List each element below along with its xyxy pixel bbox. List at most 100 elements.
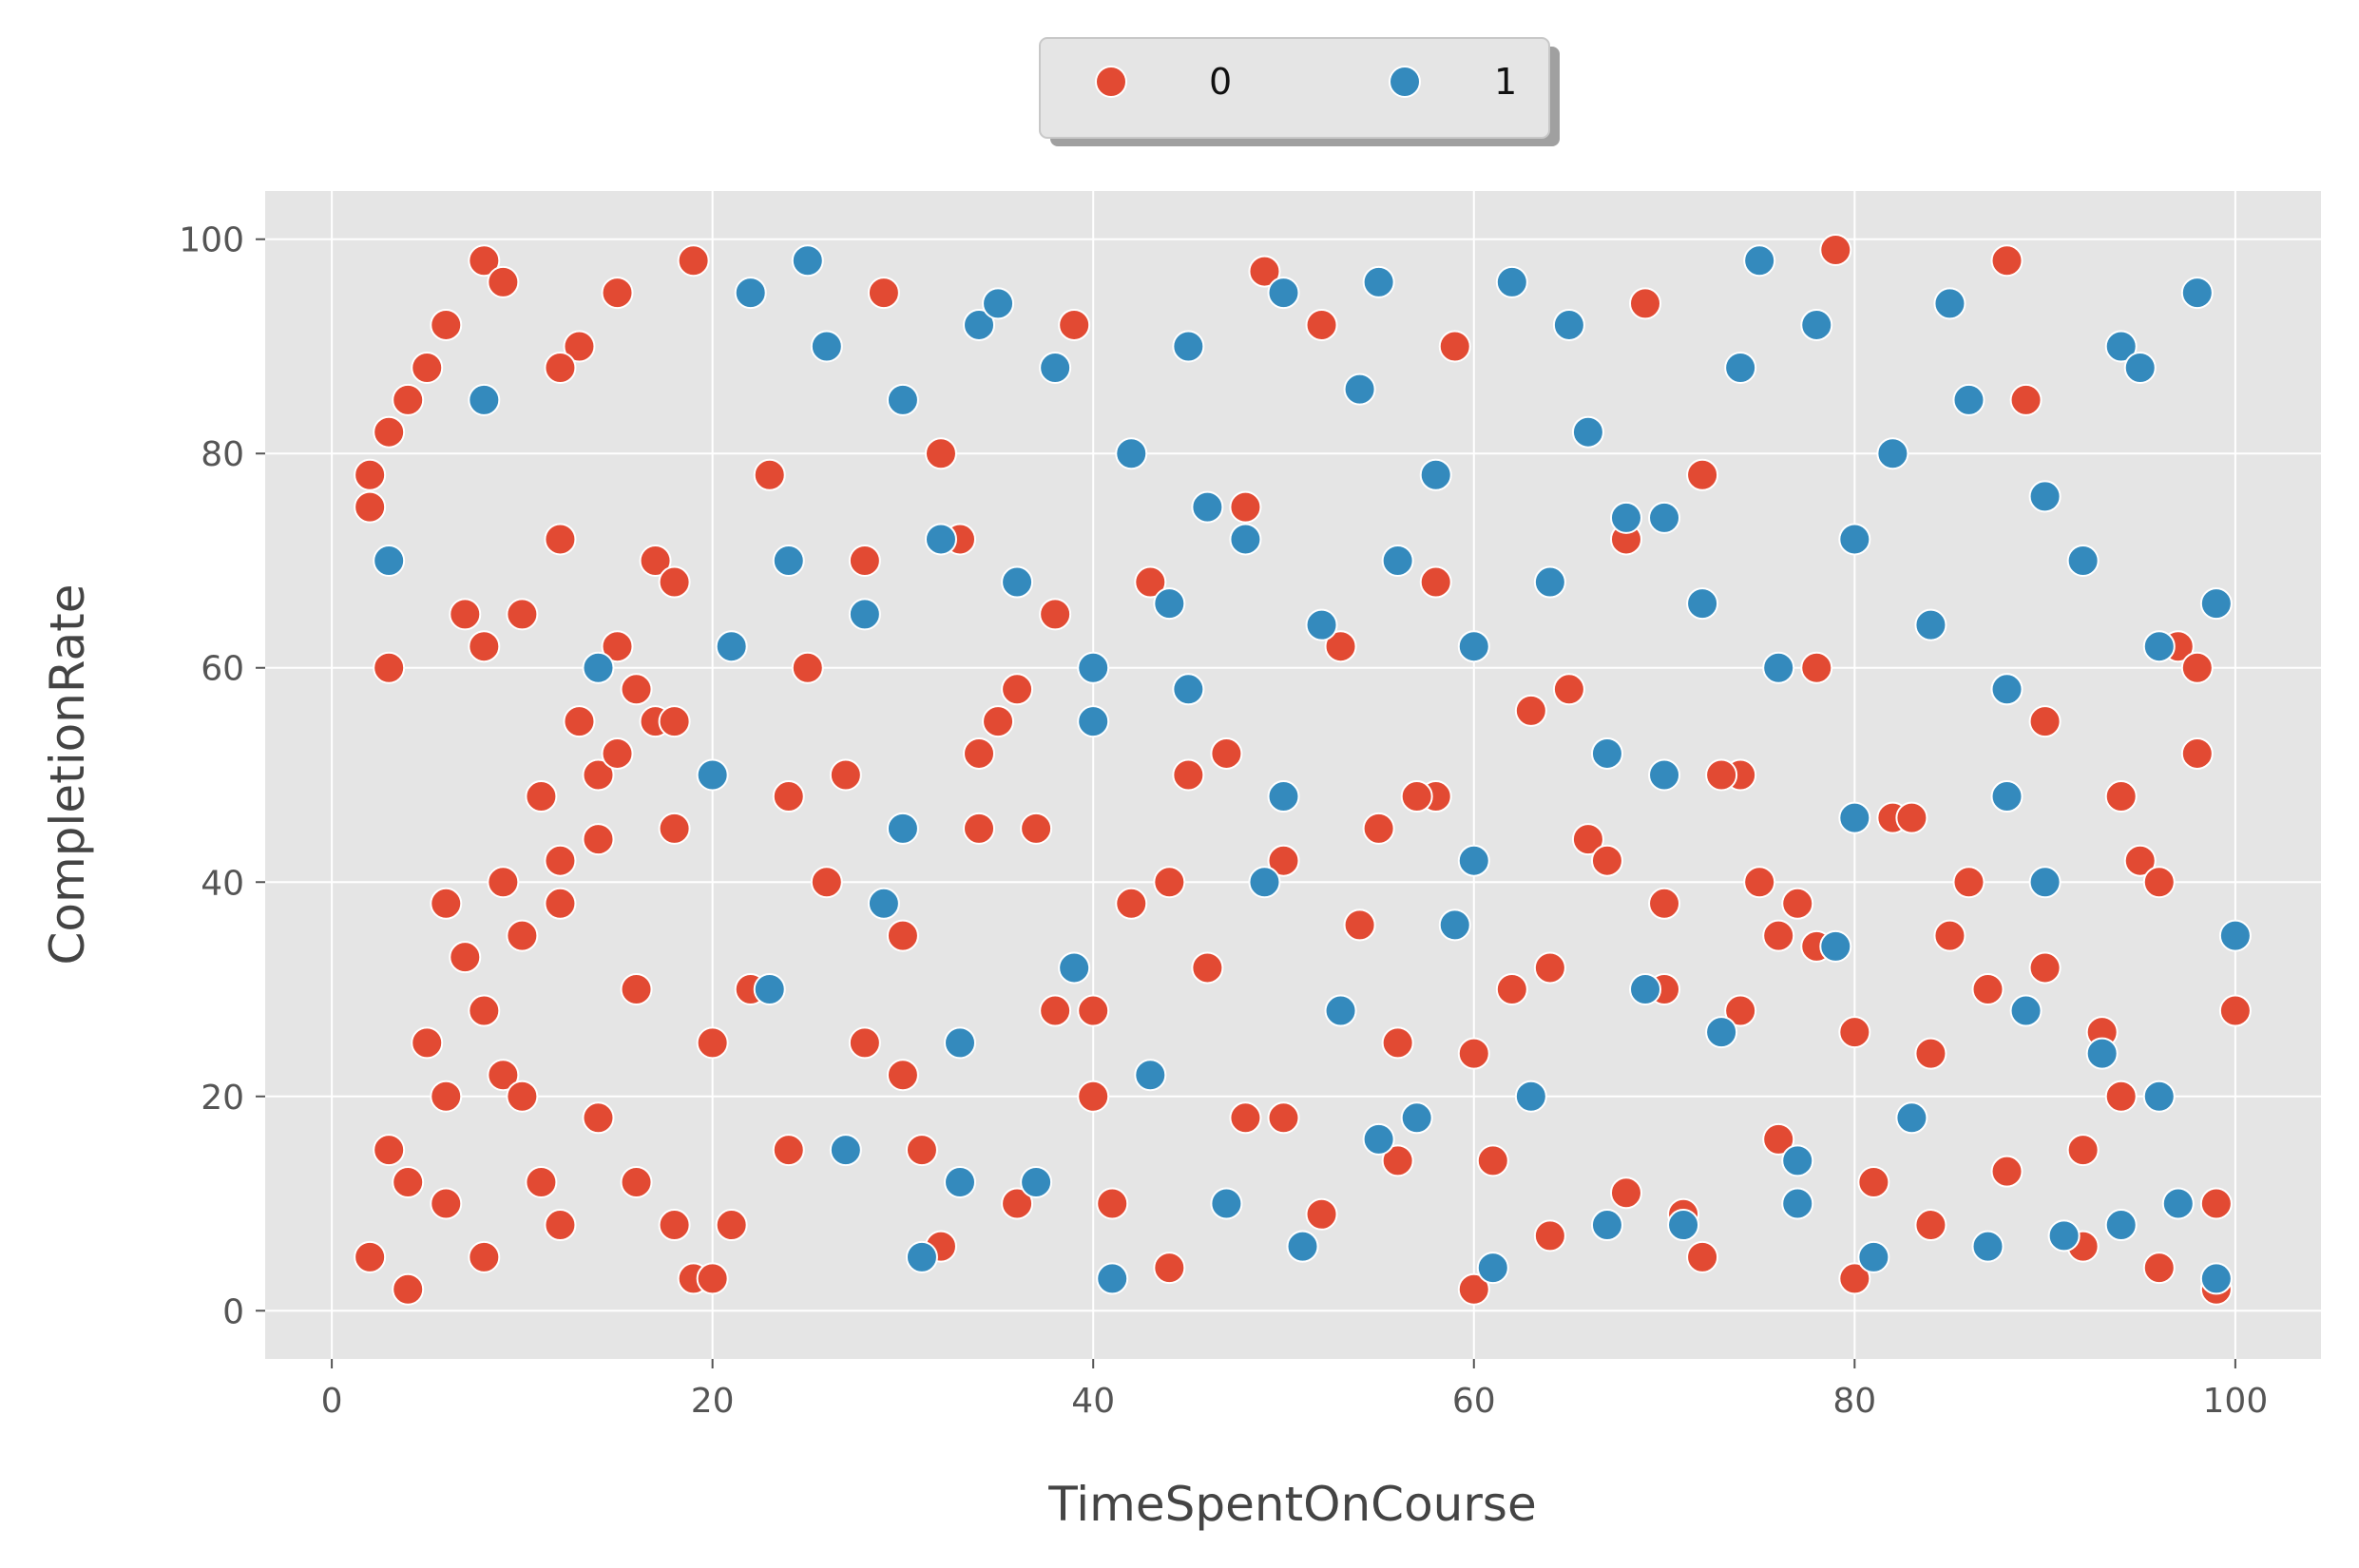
scatter-point-series-1 [1362, 1122, 1395, 1156]
scatter-point-series-1 [1438, 908, 1471, 942]
scatter-point-series-1 [1096, 1262, 1129, 1295]
scatter-point-series-0 [544, 352, 577, 385]
scatter-point-series-0 [2180, 736, 2214, 770]
scatter-point-series-0 [829, 758, 862, 792]
scatter-point-series-0 [1438, 330, 1471, 363]
scatter-point-series-0 [658, 705, 691, 738]
scatter-point-series-1 [1324, 994, 1357, 1027]
y-tick-label: 0 [222, 1292, 244, 1331]
scatter-point-series-1 [1362, 265, 1395, 298]
scatter-point-series-0 [1857, 1165, 1890, 1198]
scatter-point-series-0 [1495, 973, 1528, 1006]
scatter-point-series-0 [905, 1134, 938, 1167]
scatter-point-series-0 [1267, 844, 1300, 877]
scatter-point-series-1 [1571, 415, 1604, 449]
scatter-point-series-1 [1381, 544, 1414, 577]
scatter-point-series-0 [544, 1209, 577, 1242]
scatter-point-series-0 [2123, 844, 2157, 877]
scatter-point-series-0 [1971, 973, 2004, 1006]
scatter-point-series-1 [1039, 352, 1072, 385]
scatter-point-series-0 [658, 812, 691, 845]
scatter-point-series-1 [944, 1026, 977, 1060]
y-tick-label: 40 [201, 864, 244, 903]
scatter-point-series-1 [1990, 673, 2023, 706]
scatter-point-series-1 [1895, 1101, 1928, 1135]
scatter-point-series-0 [2028, 705, 2062, 738]
scatter-point-series-0 [1990, 244, 2023, 277]
scatter-point-series-0 [411, 1026, 444, 1060]
scatter-point-series-0 [468, 1240, 501, 1273]
scatter-point-series-1 [1990, 780, 2023, 813]
scatter-point-series-0 [1229, 490, 1262, 524]
scatter-point-series-1 [1400, 1101, 1433, 1135]
scatter-point-series-1 [2180, 277, 2214, 310]
scatter-point-series-1 [2009, 994, 2043, 1027]
scatter-point-series-1 [1077, 651, 1110, 684]
scatter-point-series-0 [1629, 287, 1662, 320]
scatter-point-series-0 [1191, 951, 1224, 985]
scatter-point-series-0 [468, 994, 501, 1027]
legend-frame [1039, 37, 1550, 139]
scatter-point-series-1 [1552, 308, 1585, 341]
scatter-point-series-1 [1914, 608, 1947, 641]
x-tick-label: 60 [1452, 1382, 1496, 1421]
data-points [354, 234, 2252, 1306]
scatter-point-series-1 [1533, 565, 1566, 599]
scatter-point-series-0 [392, 1165, 425, 1198]
scatter-point-series-1 [1648, 758, 1681, 792]
scatter-point-series-0 [1781, 887, 1814, 920]
scatter-point-series-0 [1933, 919, 1966, 952]
scatter-point-series-1 [715, 630, 748, 663]
legend-label-1: 1 [1494, 61, 1517, 103]
scatter-point-series-0 [1533, 951, 1566, 985]
scatter-point-series-0 [1305, 1197, 1338, 1231]
scatter-point-series-0 [1172, 758, 1205, 792]
scatter-point-series-1 [1115, 437, 1148, 470]
scatter-point-series-0 [430, 1080, 463, 1113]
x-tick-label: 20 [691, 1382, 735, 1421]
scatter-point-series-0 [1952, 866, 1985, 899]
scatter-point-series-1 [1781, 1144, 1814, 1177]
scatter-point-series-0 [715, 1209, 748, 1242]
scatter-point-series-1 [734, 277, 767, 310]
scatter-point-series-1 [1705, 1016, 1738, 1049]
scatter-point-series-0 [430, 887, 463, 920]
scatter-point-series-0 [1134, 565, 1167, 599]
scatter-point-series-0 [1381, 1144, 1414, 1177]
scatter-point-series-1 [696, 758, 729, 792]
scatter-point-series-0 [544, 844, 577, 877]
scatter-point-series-0 [1686, 1240, 1719, 1273]
scatter-point-series-1 [1134, 1059, 1167, 1092]
x-tick-label: 100 [2203, 1382, 2269, 1421]
scatter-point-series-1 [1419, 458, 1452, 491]
scatter-point-series-0 [1762, 1122, 1795, 1156]
x-tick-label: 80 [1832, 1382, 1876, 1421]
scatter-point-series-0 [772, 1134, 805, 1167]
scatter-point-series-1 [1724, 352, 1757, 385]
scatter-point-series-0 [620, 973, 653, 1006]
scatter-point-series-0 [1039, 994, 1072, 1027]
scatter-point-series-1 [1667, 1209, 1700, 1242]
scatter-point-series-0 [886, 1059, 919, 1092]
scatter-point-series-0 [677, 244, 710, 277]
scatter-point-series-0 [544, 887, 577, 920]
scatter-point-series-1 [468, 383, 501, 416]
scatter-point-series-1 [373, 544, 406, 577]
scatter-point-series-0 [601, 736, 634, 770]
scatter-point-series-0 [392, 1272, 425, 1306]
scatter-point-series-0 [1571, 823, 1604, 856]
scatter-point-series-1 [1514, 1080, 1547, 1113]
scatter-point-series-0 [1362, 812, 1395, 845]
scatter-point-series-0 [2104, 780, 2138, 813]
scatter-point-series-0 [810, 866, 843, 899]
scatter-point-series-1 [1781, 1187, 1814, 1220]
scatter-point-series-0 [487, 1059, 520, 1092]
scatter-point-series-1 [1876, 437, 1909, 470]
scatter-point-series-0 [2028, 951, 2062, 985]
axis-ticks: 0 20 40 60 80 100 0 20 40 60 80 100 [179, 221, 2268, 1421]
scatter-point-series-1 [1058, 951, 1091, 985]
scatter-point-series-1 [1686, 587, 1719, 621]
scatter-point-series-1 [1590, 1209, 1623, 1242]
scatter-point-series-1 [1153, 587, 1186, 621]
